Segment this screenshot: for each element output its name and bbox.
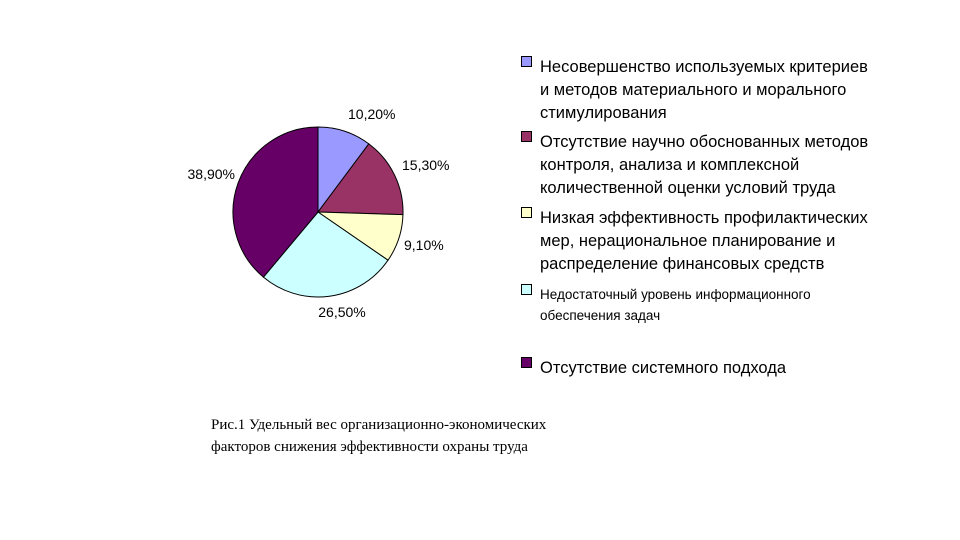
slice-value-label: 9,10% — [404, 237, 444, 253]
legend-swatch — [521, 56, 532, 67]
legend-swatch — [521, 207, 532, 218]
legend-label: Недостаточный уровень информационного об… — [540, 287, 811, 323]
figure-caption: Рис.1 Удельный вес организационно-эконом… — [211, 417, 547, 455]
legend-item: Недостаточный уровень информационного об… — [521, 284, 811, 326]
legend-item: Несовершенство используемых критериев и … — [521, 56, 868, 125]
legend-item: Отсутствие системного подхода — [521, 357, 786, 380]
pie-slice — [317, 143, 404, 216]
legend-swatch — [521, 284, 532, 295]
legend-swatch — [521, 131, 532, 142]
slice-value-label: 10,20% — [348, 106, 395, 122]
slice-value-label: 38,90% — [188, 166, 235, 182]
legend-label: Низкая эффективность профилактических ме… — [540, 209, 868, 273]
legend-label: Несовершенство используемых критериев и … — [540, 58, 868, 122]
pie-slice — [262, 211, 389, 298]
legend-label: Отсутствие системного подхода — [540, 359, 787, 377]
legend-label: Отсутствие научно обоснованных методов к… — [540, 133, 869, 197]
legend-item: Низкая эффективность профилактических ме… — [521, 207, 868, 276]
legend-swatch — [521, 357, 532, 368]
slice-value-label: 15,30% — [402, 157, 449, 173]
slice-value-label: 26,50% — [318, 304, 365, 320]
pie-slice — [232, 126, 319, 278]
legend-item: Отсутствие научно обоснованных методов к… — [521, 131, 868, 200]
